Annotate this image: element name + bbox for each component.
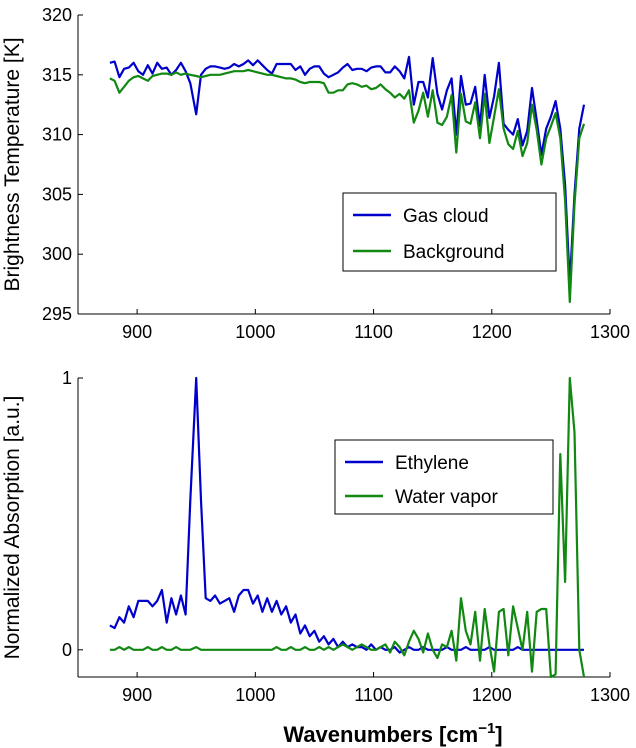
y-tick-label: 300 bbox=[42, 244, 72, 264]
x-tick-label: 1000 bbox=[235, 322, 275, 342]
bottom-chart-panel: 900 1000 1100 1200 1300 0 1 Normalized Absorpti… bbox=[1, 368, 630, 705]
legend: Gas cloud Background bbox=[342, 192, 557, 272]
x-tick-label: 1200 bbox=[472, 322, 512, 342]
legend-label: Gas cloud bbox=[403, 206, 489, 227]
x-axis-label-exponent: −1 bbox=[478, 720, 495, 737]
y-tick-label: 320 bbox=[42, 5, 72, 25]
x-axis-label: Wavenumbers [cm−1] bbox=[283, 720, 502, 747]
x-tick-label: 1300 bbox=[590, 322, 630, 342]
top-chart-panel: 900 1000 1100 1200 1300 295 300 305 310 315 320 Bri… bbox=[1, 5, 630, 342]
legend-box bbox=[334, 439, 554, 515]
x-tick-label: 900 bbox=[122, 685, 152, 705]
x-tick-label: 1100 bbox=[354, 685, 393, 705]
y-tick-label: 305 bbox=[42, 184, 72, 204]
y-tick-label: 0 bbox=[62, 640, 72, 660]
legend-box bbox=[342, 192, 557, 272]
legend: Ethylene Water vapor bbox=[334, 439, 554, 515]
x-tick-label: 1200 bbox=[472, 685, 512, 705]
series-line-water-vapor bbox=[109, 376, 586, 679]
y-tick-label: 1 bbox=[62, 368, 72, 388]
x-tick-label: 1000 bbox=[235, 685, 275, 705]
x-axis-label-close: ] bbox=[495, 722, 502, 747]
y-tick-label: 310 bbox=[42, 125, 72, 145]
series-line-background bbox=[109, 68, 586, 304]
x-axis-label-main: Wavenumbers [cm bbox=[283, 722, 478, 747]
x-tick-label: 1300 bbox=[590, 685, 630, 705]
x-tick-label: 900 bbox=[122, 322, 152, 342]
legend-label: Background bbox=[403, 242, 504, 263]
y-tick-label: 315 bbox=[42, 65, 72, 85]
series-line-gas-cloud bbox=[109, 55, 586, 286]
y-tick-label: 295 bbox=[42, 304, 72, 324]
y-axis-label: Brightness Temperature [K] bbox=[1, 37, 24, 291]
x-tick-label: 1100 bbox=[354, 322, 393, 342]
legend-label: Ethylene bbox=[395, 453, 469, 474]
y-axis-label: Normalized Absorption [a.u.] bbox=[1, 396, 24, 660]
legend-label: Water vapor bbox=[395, 487, 498, 508]
